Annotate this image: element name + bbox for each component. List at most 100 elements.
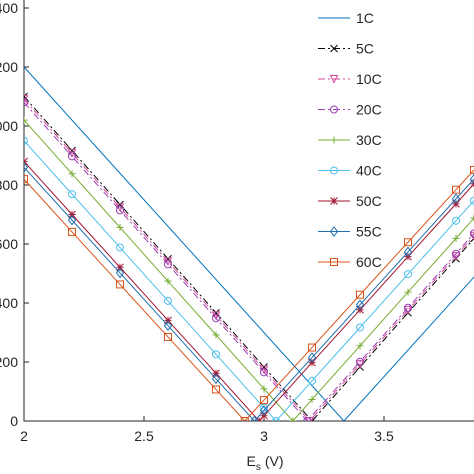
marker [212, 331, 220, 339]
series [24, 116, 474, 421]
marker [240, 417, 249, 421]
legend-marker [330, 44, 338, 53]
legend-marker [330, 258, 338, 266]
marker [452, 234, 460, 242]
legend-marker [330, 136, 338, 144]
x-tick-label: 3.5 [374, 428, 394, 444]
marker [212, 350, 220, 359]
y-tick-label: 600 [0, 236, 18, 252]
x-tick-label: 2 [20, 428, 28, 444]
marker [404, 270, 412, 279]
legend-marker [329, 75, 339, 84]
marker [116, 263, 124, 272]
marker [164, 277, 172, 285]
series [24, 165, 474, 421]
marker [24, 161, 29, 173]
marker [470, 229, 474, 238]
marker [308, 395, 316, 403]
legend-label: 1C [356, 10, 374, 26]
legend-label: 40C [356, 163, 382, 179]
marker [305, 417, 314, 421]
marker [211, 373, 221, 385]
marker [24, 157, 28, 166]
marker [404, 238, 412, 247]
marker [308, 376, 316, 385]
marker [163, 320, 173, 332]
marker [24, 136, 28, 145]
marker [289, 417, 297, 421]
series [24, 66, 474, 421]
marker [469, 173, 474, 185]
marker [24, 175, 28, 184]
series-line [24, 66, 474, 421]
marker [356, 290, 364, 299]
marker [164, 260, 172, 269]
y-tick-label: 800 [0, 177, 18, 193]
x-tick-label: 3 [260, 428, 268, 444]
marker [452, 185, 460, 194]
legend-label: 10C [356, 71, 382, 87]
marker [307, 352, 317, 363]
series-line [24, 169, 474, 421]
legend-marker [330, 166, 338, 175]
legend-label: 20C [356, 102, 382, 118]
marker [67, 214, 77, 226]
marker [356, 323, 364, 332]
marker [68, 190, 76, 199]
series [24, 136, 474, 421]
legend-marker [330, 197, 338, 205]
legend: 1C 5C 10C 20C 30C 40C 50C 55C 60C [318, 10, 382, 270]
marker [451, 193, 461, 205]
x-label-sub: s [256, 462, 261, 473]
series [24, 161, 474, 421]
marker [68, 227, 76, 236]
y-tick-label: 400 [0, 295, 18, 311]
marker [24, 98, 28, 107]
marker [404, 303, 412, 312]
marker [212, 314, 220, 323]
y-tick-label: 200 [0, 354, 18, 370]
marker [164, 296, 172, 305]
plot-area [24, 66, 474, 421]
marker [164, 332, 172, 341]
marker [272, 417, 280, 421]
series [24, 157, 474, 421]
marker [469, 231, 474, 241]
series-line [24, 161, 474, 421]
marker [403, 246, 413, 258]
legend-marker [329, 226, 339, 237]
x-label-main: E [246, 453, 255, 469]
legend-label: 5C [356, 41, 374, 57]
marker [260, 403, 268, 412]
series-line [24, 102, 474, 421]
y-tick-label: 1200 [0, 59, 18, 75]
marker [24, 116, 28, 124]
series [24, 95, 474, 421]
series-line [24, 166, 474, 421]
marker [452, 216, 460, 225]
marker [68, 210, 76, 219]
marker [308, 343, 316, 352]
marker [470, 165, 474, 174]
axes-frame [23, 0, 474, 422]
marker [260, 396, 268, 405]
marker [470, 214, 474, 222]
marker [116, 243, 124, 252]
marker [356, 342, 364, 350]
marker [212, 385, 220, 394]
marker [116, 206, 124, 215]
marker [356, 357, 364, 366]
marker [470, 196, 474, 205]
x-tick-label: 2.5 [134, 428, 154, 444]
series-line [24, 140, 474, 421]
series [24, 98, 474, 421]
y-tick-label: 0 [10, 413, 18, 429]
marker [212, 369, 220, 378]
legend-marker [330, 105, 338, 114]
x-label-unit: (V) [265, 453, 284, 469]
marker [68, 170, 76, 178]
y-tick-label: 1000 [0, 118, 18, 134]
series-line [24, 119, 474, 421]
y-tick-label: 1400 [0, 0, 18, 16]
